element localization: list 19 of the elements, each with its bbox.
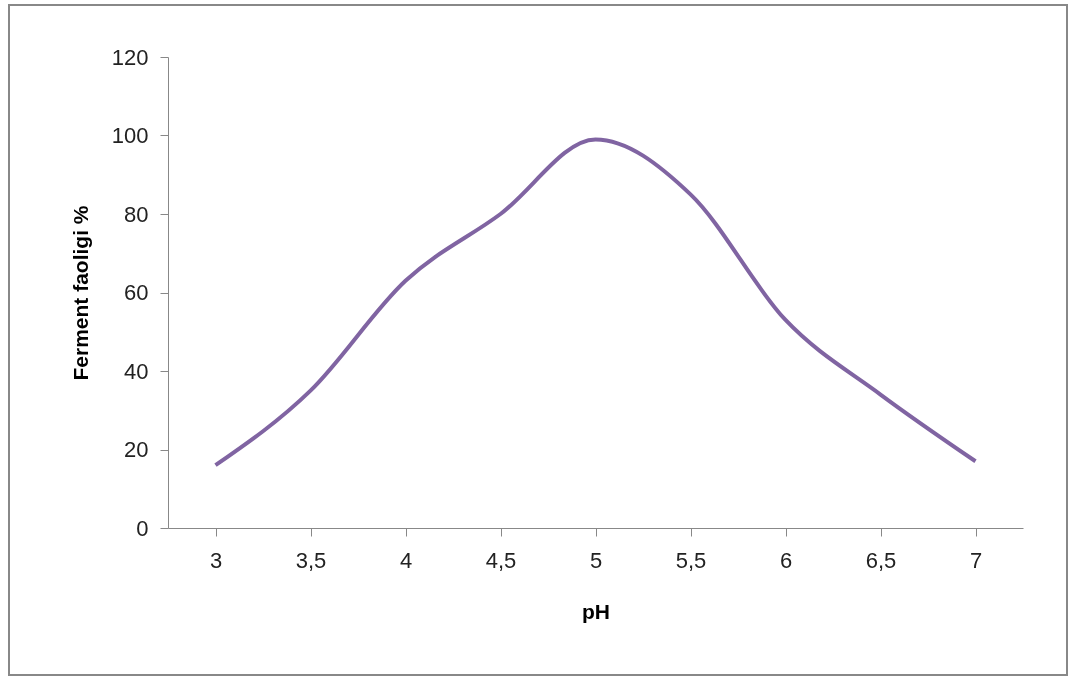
line-series <box>213 137 978 468</box>
y-tick-label: 80 <box>124 201 149 227</box>
x-tick-label: 5 <box>589 547 603 573</box>
y-tick-label: 60 <box>124 280 149 305</box>
y-tick-label: 100 <box>111 123 149 148</box>
y-tick-label: 40 <box>124 358 149 384</box>
x-tick-label: 4 <box>399 547 413 573</box>
x-tick-label: 3 <box>209 547 223 573</box>
x-tick-label: 4,5 <box>485 547 517 573</box>
y-tick-label: 0 <box>136 515 149 541</box>
y-tick-label: 120 <box>111 44 149 70</box>
x-tick-label: 3,5 <box>295 547 327 573</box>
x-axis-title: pH <box>582 599 610 623</box>
y-tick-label: 20 <box>124 437 149 462</box>
x-tick-label: 6 <box>779 547 793 573</box>
x-tick-label: 7 <box>969 547 983 573</box>
y-axis-title: Ferment faoligi % <box>68 205 92 381</box>
x-tick-label: 5,5 <box>675 547 707 573</box>
x-tick-label: 6,5 <box>865 547 897 573</box>
